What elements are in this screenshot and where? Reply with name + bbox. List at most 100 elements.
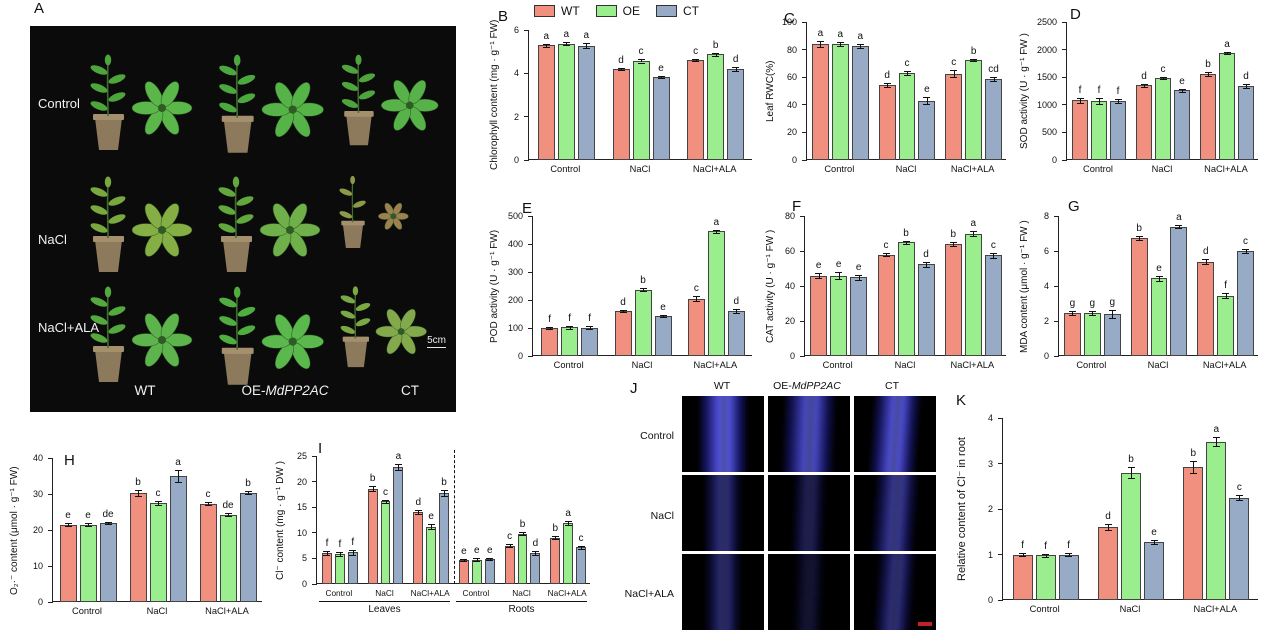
error-cap	[1242, 249, 1250, 251]
root-fluorescence	[704, 554, 742, 630]
sig-letter: e	[658, 62, 664, 74]
error-cap	[440, 489, 448, 491]
error-bar	[1072, 311, 1074, 315]
bar-CT-2	[985, 79, 1002, 160]
plant-photo	[90, 54, 193, 150]
error-cap	[224, 513, 232, 515]
error-bar	[326, 551, 328, 556]
error-bar	[907, 70, 908, 76]
y-tick	[1062, 159, 1067, 161]
error-bar	[158, 500, 159, 506]
sig-letter: c	[904, 57, 910, 69]
error-cap	[1175, 224, 1183, 226]
error-cap	[64, 523, 72, 525]
bar-WT-2	[1183, 466, 1204, 600]
bar-WT-4	[504, 545, 515, 584]
panel-label: B	[498, 8, 509, 25]
y-axis-label: SOD activity (U · g⁻¹ FW )	[1019, 33, 1030, 149]
error-cap	[882, 256, 890, 258]
bar-CT-5	[576, 547, 586, 584]
legend-item-WT: WT	[534, 4, 580, 18]
error-cap	[1019, 553, 1027, 555]
bar-WT-0	[812, 44, 829, 160]
error-cap	[1155, 275, 1163, 277]
legend-label: OE	[622, 4, 640, 18]
j-row-label-naclala: NaCl+ALA	[624, 588, 674, 600]
error-cap	[1222, 293, 1230, 294]
y-tick-label: 80	[784, 211, 795, 221]
sig-letter: b	[1190, 447, 1197, 459]
y-tick-label: 30	[32, 489, 43, 499]
error-cap	[815, 272, 823, 274]
bar-OE-1	[897, 242, 915, 356]
error-bar	[208, 502, 209, 506]
y-tick	[312, 557, 317, 559]
bar-CT-0	[347, 552, 358, 584]
y-axis-label: Cl⁻ content (mg · g⁻¹ DW )	[275, 460, 286, 580]
error-cap	[1140, 84, 1148, 86]
error-cap	[1155, 280, 1163, 282]
plant-cell-r1c0	[78, 174, 196, 285]
sig-letter: d	[1243, 71, 1249, 83]
sig-letter: c	[883, 239, 889, 251]
category-label: NaCl	[375, 588, 394, 598]
error-bar	[953, 241, 955, 247]
bar-CT-2	[1237, 251, 1254, 356]
error-bar	[838, 272, 840, 279]
root-fluorescence	[703, 475, 743, 551]
sig-letter: f	[588, 313, 592, 325]
error-bar	[818, 272, 820, 279]
bar-WT-1	[878, 84, 896, 160]
bar-WT-1	[129, 492, 147, 602]
error-cap	[394, 470, 402, 472]
error-cap	[551, 539, 559, 541]
error-cap	[586, 329, 594, 331]
y-tick	[48, 565, 53, 567]
error-cap	[1108, 318, 1116, 320]
error-cap	[564, 524, 572, 526]
y-tick-label: 0	[1051, 155, 1057, 165]
panel-g-chart: g g g b e a d f c 0 2 4 6 8 MDA content (μmol · g⁻¹ FW…	[1016, 194, 1266, 384]
y-tick	[1062, 76, 1067, 78]
error-cap	[546, 329, 554, 331]
error-bar	[581, 545, 583, 549]
error-cap	[836, 46, 844, 48]
error-cap	[1127, 478, 1135, 480]
y-tick-label: 2	[513, 111, 519, 122]
y-tick	[998, 508, 1003, 510]
error-cap	[990, 81, 998, 83]
sig-letter: a	[857, 31, 863, 43]
sig-letter: e	[486, 545, 493, 557]
bar-OE-0	[79, 524, 97, 602]
error-cap	[1178, 91, 1186, 93]
sig-letter: b	[441, 476, 447, 488]
error-cap	[619, 311, 627, 313]
section-divider	[454, 450, 455, 584]
root-fluorescence	[697, 396, 749, 472]
microscopy-image-r0c0	[682, 396, 764, 472]
category-label: Control	[1083, 164, 1113, 174]
plant-photo	[219, 286, 324, 385]
sig-letter: cd	[988, 64, 999, 76]
error-cap	[134, 495, 142, 497]
y-tick	[528, 355, 533, 357]
bar-WT-1	[614, 310, 632, 356]
error-bar	[993, 77, 995, 82]
category-label: NaCl+ALA	[547, 588, 587, 598]
sig-letter: a	[395, 451, 402, 463]
error-cap	[349, 554, 357, 556]
plot-area: f f f d b e b a c	[998, 417, 1258, 601]
legend-swatch-CT	[656, 5, 677, 17]
error-bar	[248, 490, 249, 495]
panel-j: J WT OE-MdPP2AC CT Control NaCl NaCl+ALA	[596, 376, 956, 632]
bar-OE-0	[831, 44, 849, 160]
sig-letter: d	[618, 54, 624, 66]
y-tick	[802, 21, 807, 23]
error-bar	[1227, 51, 1228, 55]
error-bar	[1131, 467, 1132, 479]
error-cap	[1235, 499, 1243, 501]
error-bar	[549, 326, 551, 330]
y-tick	[528, 327, 533, 329]
sig-letter: g	[1089, 298, 1096, 310]
error-bar	[860, 44, 862, 49]
